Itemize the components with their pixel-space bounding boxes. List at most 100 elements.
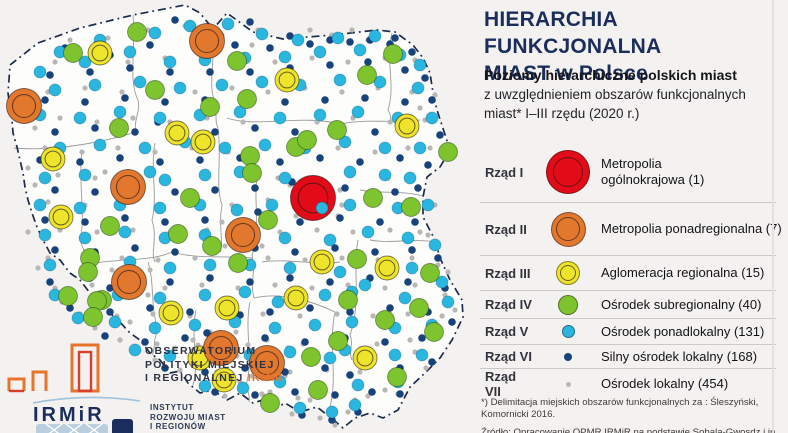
legend-divider — [480, 255, 776, 256]
city-marker-rank6 — [411, 218, 419, 226]
city-marker-rank4 — [127, 22, 147, 42]
marker-layer-rank5 — [33, 17, 455, 419]
city-marker-rank7 — [445, 269, 451, 275]
city-marker-rank6 — [201, 368, 209, 376]
city-marker-rank4 — [83, 307, 103, 327]
legend-item-label: Metropolia ogólnokrajowa (1) — [601, 156, 705, 187]
city-marker-rank3 — [283, 285, 309, 311]
city-marker-rank7 — [192, 89, 198, 95]
city-marker-rank5 — [378, 168, 392, 182]
city-marker-rank5 — [198, 379, 212, 393]
city-marker-rank5 — [413, 141, 427, 155]
city-marker-rank5 — [183, 19, 197, 33]
city-marker-rank6 — [404, 278, 412, 286]
city-marker-rank7 — [130, 227, 136, 233]
city-marker-rank7 — [190, 337, 196, 343]
city-marker-ring — [194, 28, 220, 54]
city-marker-rank5 — [233, 105, 247, 119]
city-marker-rank5 — [258, 138, 272, 152]
city-marker-ring — [313, 253, 331, 271]
city-marker-rank7 — [339, 255, 345, 261]
city-marker-rank5 — [403, 171, 417, 185]
city-marker-rank7 — [334, 311, 340, 317]
city-marker-rank6 — [286, 32, 294, 40]
city-marker-rank7 — [452, 307, 458, 313]
city-marker-rank5 — [73, 201, 87, 215]
city-marker-rank6 — [408, 246, 416, 254]
city-marker-rank6 — [371, 128, 379, 136]
legend-symbol-rank3 — [556, 261, 580, 285]
city-marker-ring — [91, 44, 109, 62]
city-marker-rank5 — [401, 231, 415, 245]
city-marker-rank6 — [414, 184, 422, 192]
city-marker-rank5 — [405, 261, 419, 275]
city-marker-rank5 — [428, 238, 442, 252]
city-marker-rank5 — [435, 275, 449, 289]
city-marker-rank7 — [259, 391, 265, 397]
city-marker-rank5 — [323, 233, 337, 247]
city-marker-ring — [278, 71, 296, 89]
city-marker-rank7 — [52, 59, 58, 65]
legend-item-label: Ośrodek lokalny (454) — [601, 376, 729, 391]
city-marker-rank7 — [92, 325, 98, 331]
city-marker-rank4 — [228, 253, 248, 273]
marker-layer-rank4 — [58, 22, 458, 413]
city-marker-rank3 — [211, 367, 237, 393]
city-marker-rank6 — [166, 278, 174, 286]
city-marker-rank7 — [172, 345, 178, 351]
city-marker-rank7 — [249, 373, 255, 379]
city-marker-rank5 — [153, 201, 167, 215]
city-marker-rank7 — [272, 282, 278, 288]
city-marker-rank5 — [113, 105, 127, 119]
city-marker-rank6 — [131, 244, 139, 252]
marker-layer-rank3 — [40, 40, 420, 393]
city-marker-rank5 — [128, 343, 142, 357]
city-marker-rank5 — [33, 65, 47, 79]
city-marker-rank6 — [296, 218, 304, 226]
legend-rank-label: Rząd I — [485, 164, 524, 180]
city-marker-rank5 — [133, 75, 147, 89]
city-marker-rank6 — [46, 278, 54, 286]
city-marker-rank5 — [163, 349, 177, 363]
footnotes: *) Delimitacja miejskich obszarów funkcj… — [481, 397, 787, 433]
city-marker-rank6 — [51, 186, 59, 194]
city-marker-rank5 — [415, 348, 429, 362]
city-marker-rank6 — [106, 308, 114, 316]
city-marker-rank6 — [326, 278, 334, 286]
legend-panel: HIERARCHIA FUNKCJONALNA MIAST w Polsce P… — [480, 0, 788, 433]
city-marker-ring — [162, 304, 180, 322]
city-marker-rank5 — [118, 225, 132, 239]
city-marker-rank7 — [350, 229, 356, 235]
city-marker-rank7 — [245, 342, 251, 348]
city-marker-rank7 — [177, 367, 183, 373]
city-marker-ring — [287, 289, 305, 307]
city-marker-rank5 — [221, 17, 235, 31]
city-marker-rank5 — [148, 321, 162, 335]
city-marker-rank6 — [346, 38, 354, 46]
legend-divider — [480, 318, 776, 319]
city-marker-rank5 — [255, 75, 269, 89]
city-marker-rank6 — [401, 66, 409, 74]
city-marker-rank7 — [152, 149, 158, 155]
city-marker-rank7 — [427, 145, 433, 151]
legend-symbol-ring — [556, 217, 580, 241]
city-marker-ring — [194, 133, 212, 151]
legend-row-rank3: Rząd III Aglomeracja regionalna (15) — [480, 256, 785, 290]
city-marker-rank7 — [240, 119, 246, 125]
city-marker-rank6 — [301, 338, 309, 346]
city-marker-rank7 — [145, 292, 151, 298]
city-marker-rank4 — [301, 347, 321, 367]
city-marker-rank6 — [171, 248, 179, 256]
city-marker-rank6 — [201, 216, 209, 224]
city-marker-rank6 — [241, 364, 249, 372]
city-marker-rank5 — [173, 81, 187, 95]
city-marker-rank7 — [405, 145, 411, 151]
city-marker-rank6 — [161, 364, 169, 372]
city-marker-rank7 — [387, 119, 393, 125]
irmir-logo-graphic — [32, 396, 141, 433]
city-marker-rank5 — [293, 401, 307, 415]
legend-item-label: Ośrodek ponadlokalny (131) — [601, 323, 765, 339]
city-marker-rank5 — [351, 378, 365, 392]
city-marker-rank7 — [412, 282, 418, 288]
